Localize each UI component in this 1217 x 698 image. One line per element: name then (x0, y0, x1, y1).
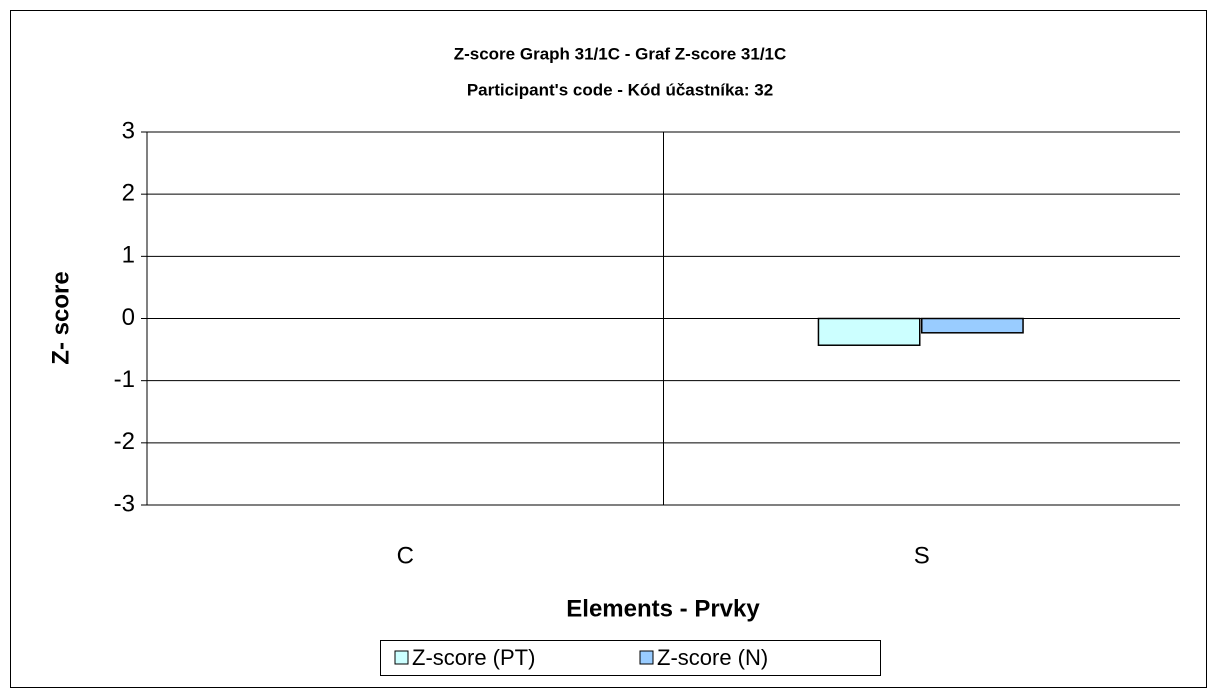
legend-swatch (639, 650, 654, 665)
y-tick-label: 1 (122, 242, 135, 269)
bar (921, 317, 1024, 334)
y-tick-label: -3 (114, 490, 135, 517)
x-tick-label: S (914, 542, 930, 569)
y-tick-label: 2 (122, 180, 135, 207)
x-tick-label: C (397, 542, 414, 569)
chart-title: Z-score Graph 31/1C - Graf Z-score 31/1C (454, 44, 787, 63)
bar (817, 317, 921, 346)
x-axis-label: Elements - Prvky (566, 595, 760, 622)
legend-swatch (394, 650, 409, 665)
legend-label: Z-score (PT) (412, 645, 535, 670)
legend (380, 640, 881, 676)
legend-label: Z-score (N) (657, 645, 768, 670)
y-tick-label: 3 (122, 117, 135, 144)
chart-subtitle: Participant's code - Kód účastníka: 32 (467, 80, 773, 99)
y-axis-label: Z- score (47, 271, 74, 364)
y-tick-label: 0 (122, 304, 135, 331)
y-tick-label: -1 (114, 366, 135, 393)
y-tick-label: -2 (114, 428, 135, 455)
chart-border (10, 10, 1207, 688)
